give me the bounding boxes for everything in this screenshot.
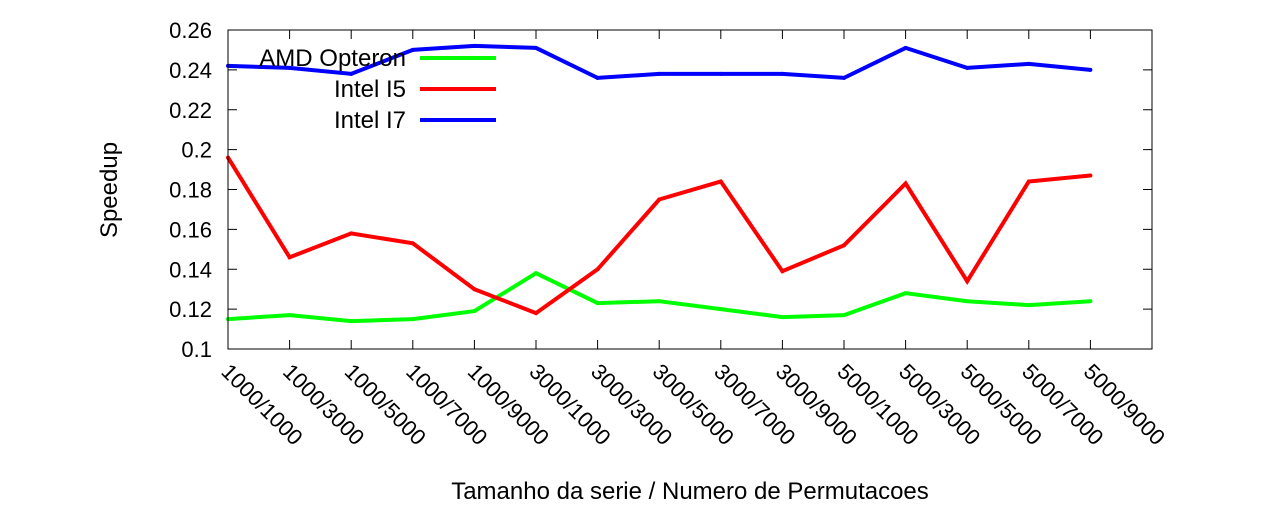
data-point-intel-i5 <box>903 181 908 186</box>
data-point-intel-i7 <box>472 43 477 48</box>
data-point-intel-i7 <box>718 71 723 76</box>
data-point-amd-opteron <box>903 291 908 296</box>
data-point-intel-i7 <box>965 65 970 70</box>
y-tick-label: 0.22 <box>169 98 212 123</box>
data-point-amd-opteron <box>287 313 292 318</box>
data-point-amd-opteron <box>965 299 970 304</box>
data-point-intel-i5 <box>718 179 723 184</box>
data-point-intel-i7 <box>657 71 662 76</box>
data-point-intel-i5 <box>410 241 415 246</box>
data-point-amd-opteron <box>595 301 600 306</box>
data-point-intel-i7 <box>534 45 538 50</box>
x-axis-label: Tamanho da serie / Numero de Permutacoes <box>451 478 929 505</box>
legend-label-intel-i5: Intel I5 <box>334 76 406 103</box>
data-point-intel-i7 <box>349 71 354 76</box>
data-point-intel-i5 <box>780 269 785 274</box>
y-tick-label: 0.26 <box>169 18 212 43</box>
y-tick-label: 0.1 <box>181 337 212 362</box>
y-axis: 0.1 0.12 0.14 0.16 0.18 0.2 0.22 0.24 0.26 <box>169 18 1152 362</box>
y-tick-label: 0.18 <box>169 178 212 203</box>
legend-label-intel-i7: Intel I7 <box>334 107 406 134</box>
data-point-intel-i7 <box>780 71 785 76</box>
data-point-amd-opteron <box>534 271 538 276</box>
data-point-intel-i5 <box>842 243 846 248</box>
data-point-amd-opteron <box>349 319 354 324</box>
y-tick-label: 0.24 <box>169 58 212 83</box>
data-point-amd-opteron <box>657 299 662 304</box>
data-point-intel-i7 <box>1088 67 1093 72</box>
data-point-intel-i7 <box>1026 61 1031 66</box>
data-point-intel-i5 <box>657 197 662 202</box>
legend: AMD Opteron Intel I5 Intel I7 <box>259 45 496 134</box>
y-tick-label: 0.14 <box>169 257 212 282</box>
series-layer <box>226 43 1093 324</box>
data-point-intel-i5 <box>965 279 970 284</box>
data-point-intel-i7 <box>595 75 600 80</box>
y-tick-label: 0.2 <box>181 138 212 163</box>
plot-frame <box>227 29 1153 350</box>
data-point-intel-i5 <box>534 311 538 316</box>
data-point-intel-i7 <box>842 75 846 80</box>
data-point-intel-i5 <box>595 267 600 272</box>
data-point-intel-i5 <box>1088 173 1093 178</box>
data-point-intel-i5 <box>349 231 354 236</box>
data-point-amd-opteron <box>842 313 846 318</box>
data-point-intel-i5 <box>472 287 477 292</box>
legend-label-amd-opteron: AMD Opteron <box>259 45 406 72</box>
data-point-intel-i7 <box>410 47 415 52</box>
series-line-amd-opteron <box>227 270 1091 324</box>
data-point-intel-i5 <box>287 255 292 260</box>
y-axis-label: Speedup <box>96 142 123 238</box>
data-point-intel-i7 <box>287 65 292 70</box>
data-point-amd-opteron <box>718 307 723 312</box>
data-point-amd-opteron <box>780 315 785 320</box>
data-point-intel-i7 <box>903 45 908 50</box>
series-line-intel-i5 <box>226 156 1091 316</box>
data-point-amd-opteron <box>1026 303 1031 308</box>
data-point-amd-opteron <box>1088 299 1093 304</box>
data-point-intel-i5 <box>1026 179 1031 184</box>
data-point-amd-opteron <box>472 309 477 314</box>
y-tick-label: 0.16 <box>169 217 212 242</box>
data-point-amd-opteron <box>410 317 415 322</box>
y-tick-label: 0.12 <box>169 297 212 322</box>
